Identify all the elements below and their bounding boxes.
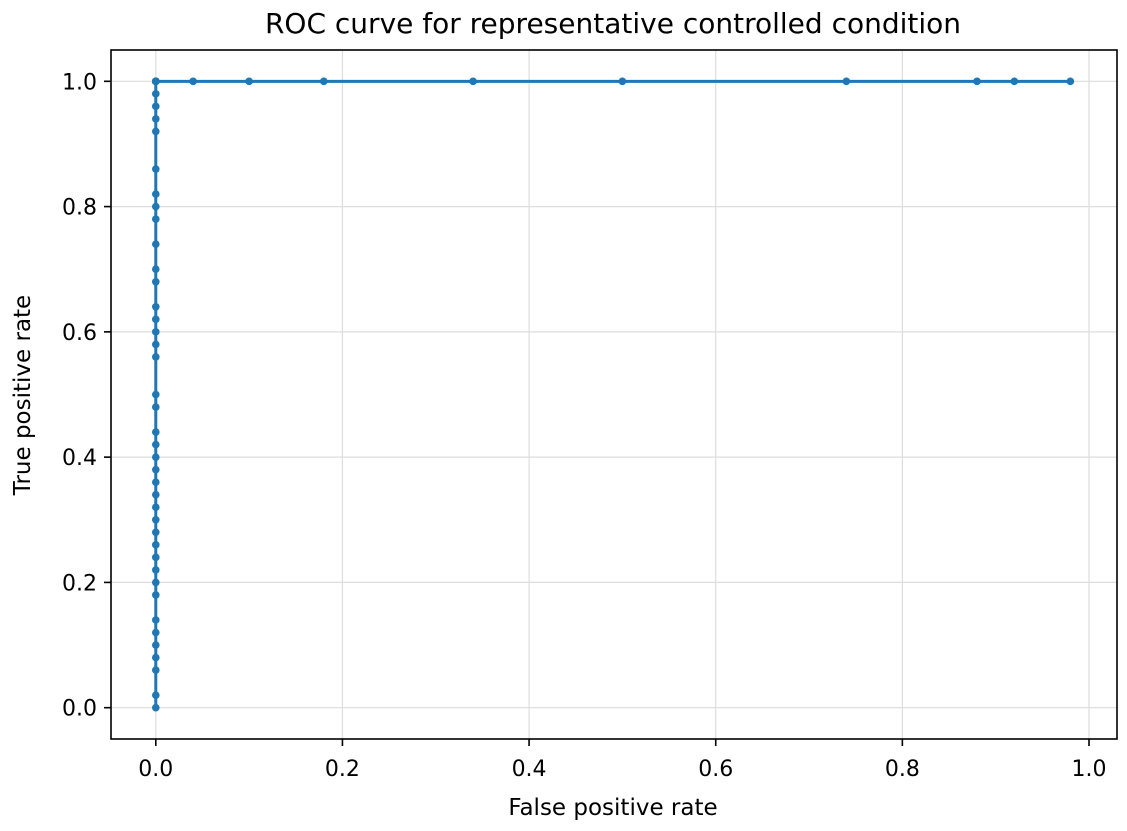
roc-point: [151, 340, 160, 349]
y-axis-ticks: 0.0 0.2 0.4 0.6 0.8 1.0: [62, 70, 111, 722]
roc-point: [151, 691, 160, 699]
x-tick-label: 0.0: [138, 757, 173, 782]
roc-point: [151, 390, 160, 399]
roc-point: [151, 653, 160, 662]
x-tick-label: 1.0: [1072, 757, 1107, 782]
roc-point: [151, 102, 160, 111]
roc-point: [151, 265, 160, 274]
roc-point: [151, 515, 160, 524]
roc-point: [151, 403, 160, 411]
roc-point: [151, 490, 160, 499]
roc-point: [618, 77, 627, 86]
roc-point: [151, 703, 160, 712]
grid-lines: [111, 50, 1117, 739]
roc-point: [151, 115, 160, 123]
roc-point: [1010, 77, 1019, 86]
y-tick-label: 0.2: [62, 571, 97, 596]
roc-point: [151, 328, 160, 336]
y-tick-label: 0.6: [62, 321, 97, 346]
y-tick-label: 1.0: [62, 70, 97, 95]
x-axis-ticks: 0.0 0.2 0.4 0.6 0.8 1.0: [138, 739, 1107, 782]
roc-point: [319, 77, 328, 86]
roc-point: [151, 190, 160, 198]
roc-point: [151, 503, 160, 512]
roc-point: [469, 77, 477, 86]
chart-title: ROC curve for representative controlled …: [265, 7, 961, 40]
roc-series-line: [154, 79, 1071, 708]
y-tick-label: 0.0: [62, 697, 97, 722]
roc-point: [151, 440, 160, 449]
roc-point: [151, 240, 160, 248]
roc-point: [151, 215, 160, 223]
roc-point: [151, 566, 160, 574]
roc-point: [151, 541, 160, 549]
roc-point: [151, 353, 160, 361]
roc-point: [151, 553, 160, 562]
roc-point: [151, 165, 160, 173]
roc-point: [151, 528, 160, 537]
roc-point: [151, 127, 160, 136]
roc-point: [1066, 77, 1075, 86]
roc-point: [151, 578, 160, 587]
roc-point: [151, 303, 160, 311]
roc-point: [151, 428, 160, 436]
roc-point: [151, 591, 160, 599]
series-layer: [151, 77, 1075, 712]
roc-point: [151, 202, 160, 211]
roc-point: [151, 641, 160, 649]
x-tick-label: 0.2: [325, 757, 360, 782]
y-axis-label: True positive rate: [10, 295, 36, 496]
x-tick-label: 0.6: [698, 757, 733, 782]
roc-point: [189, 77, 197, 86]
roc-point: [151, 666, 160, 674]
plot-frame: [110, 49, 1118, 740]
roc-point: [151, 478, 160, 486]
roc-point: [151, 90, 160, 98]
roc-point: [842, 77, 851, 86]
x-axis-label: False positive rate: [508, 795, 717, 821]
y-tick-label: 0.4: [62, 446, 97, 471]
roc-point: [151, 628, 160, 637]
roc-point: [973, 77, 981, 86]
roc-point: [151, 616, 160, 624]
roc-point: [151, 315, 160, 324]
x-tick-label: 0.4: [512, 757, 547, 782]
roc-point: [151, 77, 160, 86]
x-tick-label: 0.8: [885, 757, 920, 782]
roc-point: [151, 465, 160, 474]
y-tick-label: 0.8: [62, 196, 97, 221]
roc-point: [245, 77, 253, 86]
roc-point: [151, 277, 160, 286]
roc-point: [151, 453, 160, 461]
